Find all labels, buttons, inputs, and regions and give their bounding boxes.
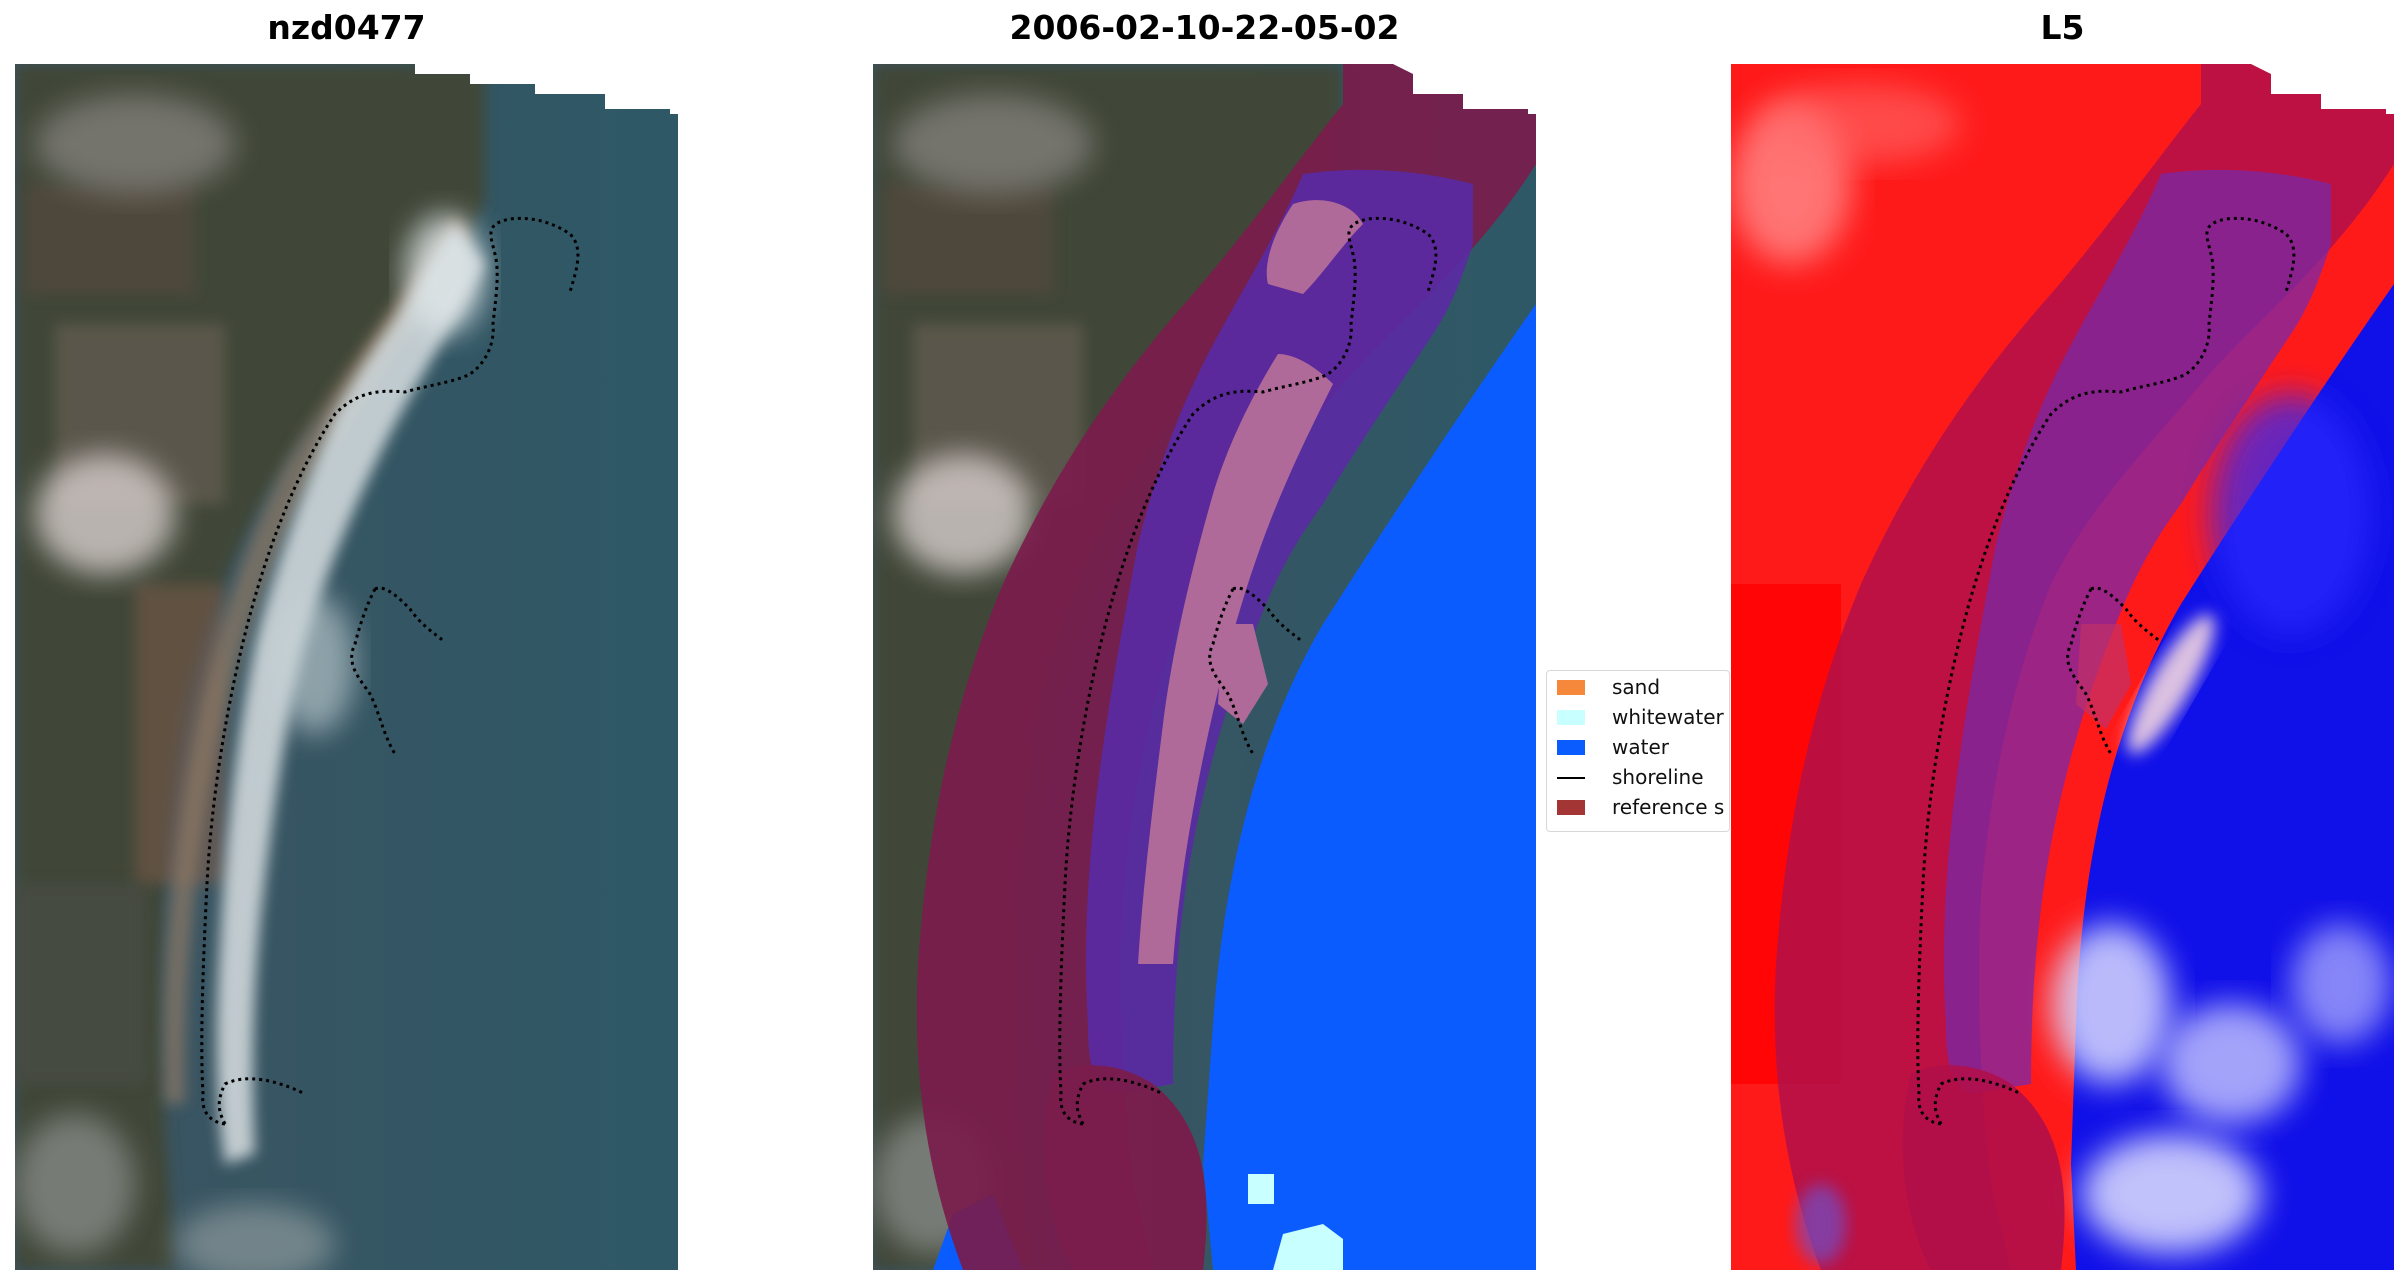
legend-item-reference: reference s — [1547, 791, 1729, 821]
legend-item-whitewater: whitewater — [1547, 701, 1729, 731]
legend-item-sand: sand — [1547, 671, 1729, 701]
legend-item-water: water — [1547, 731, 1729, 761]
legend-label: shoreline — [1612, 765, 1704, 789]
legend-label: water — [1612, 735, 1669, 759]
panel-title-right: L5 — [2040, 8, 2085, 47]
legend-label: sand — [1612, 675, 1661, 699]
classification-map — [873, 64, 1536, 1270]
legend: sand whitewater water shoreline referenc… — [1546, 670, 1730, 832]
panel-title-middle: 2006-02-10-22-05-02 — [1009, 8, 1400, 47]
legend-swatch-sand — [1557, 680, 1585, 695]
legend-line-shoreline — [1557, 777, 1585, 779]
legend-swatch-reference — [1557, 800, 1585, 815]
legend-label: whitewater — [1612, 705, 1724, 729]
legend-swatch-whitewater — [1557, 710, 1585, 725]
legend-label: reference s — [1612, 795, 1725, 819]
panel-title-left: nzd0477 — [267, 8, 426, 47]
satellite-rgb-image — [15, 64, 678, 1270]
index-map-l5 — [1731, 64, 2394, 1270]
legend-item-shoreline: shoreline — [1547, 761, 1729, 791]
legend-swatch-water — [1557, 740, 1585, 755]
